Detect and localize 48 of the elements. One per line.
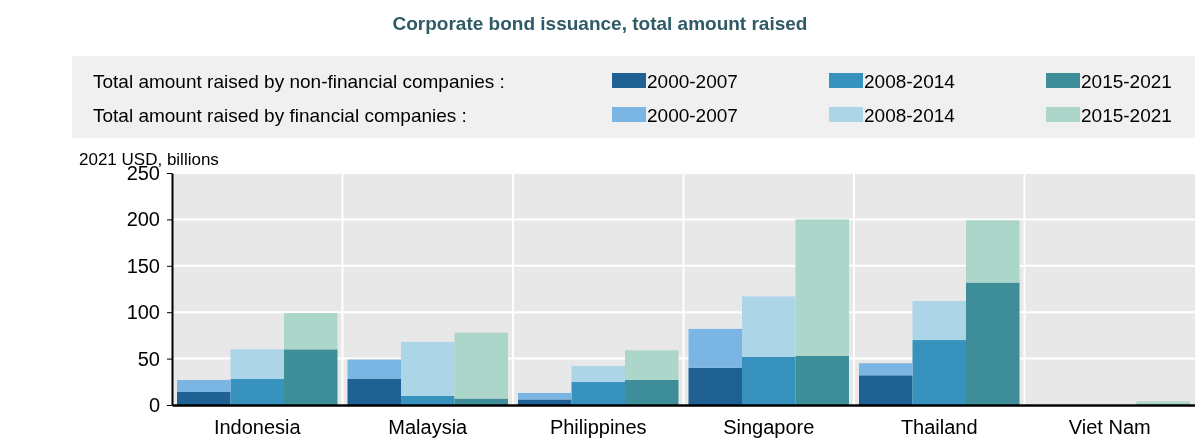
bar xyxy=(795,219,849,356)
text: Total amount raised by financial companies : xyxy=(93,105,467,126)
legend-label: 2000-2007 xyxy=(647,105,738,126)
legend-label: 2008-2014 xyxy=(864,105,956,126)
y-tick-label: 0 xyxy=(148,393,160,416)
bar xyxy=(912,340,966,405)
x-tick-label: Singapore xyxy=(723,416,815,438)
legend-label: 2000-2007 xyxy=(647,71,738,92)
x-tick-label: Indonesia xyxy=(213,416,302,438)
legend-label: 2015-2021 xyxy=(1081,71,1172,92)
legend-label: 2015-2021 xyxy=(1081,105,1172,126)
bar xyxy=(518,399,572,405)
bar xyxy=(625,350,679,380)
bar xyxy=(625,379,679,405)
bar xyxy=(742,296,796,357)
bar xyxy=(177,379,231,393)
bar xyxy=(859,375,913,405)
x-tick-label: Philippines xyxy=(549,416,647,438)
bar xyxy=(230,349,284,380)
bar xyxy=(966,282,1020,405)
y-tick-label: 100 xyxy=(126,301,160,324)
bar xyxy=(688,328,742,368)
x-tick-label: Viet Nam xyxy=(1068,416,1151,438)
text: Total amount raised by non-financial companies : xyxy=(93,71,505,92)
bar xyxy=(284,349,338,405)
bar xyxy=(912,301,966,341)
legend-label: 2008-2014 xyxy=(864,71,956,92)
x-tick-label: Thailand xyxy=(900,416,978,438)
bar xyxy=(518,392,572,400)
bar xyxy=(401,341,455,396)
bar xyxy=(571,381,625,405)
bar xyxy=(454,332,508,399)
y-tick-label: 200 xyxy=(126,208,160,231)
bar xyxy=(571,366,625,382)
bar xyxy=(688,367,742,405)
bar xyxy=(347,359,401,380)
bar xyxy=(742,356,796,405)
bar xyxy=(966,220,1020,283)
bar xyxy=(177,392,231,405)
chart-title: Corporate bond issuance, total amount raised xyxy=(392,13,808,34)
bar xyxy=(284,313,338,350)
y-tick-label: 150 xyxy=(126,254,160,277)
y-tick-label: 50 xyxy=(137,347,160,370)
bar xyxy=(347,379,401,405)
bar xyxy=(795,355,849,405)
bar xyxy=(859,363,913,376)
bar xyxy=(230,379,284,405)
x-tick-label: Malaysia xyxy=(388,416,469,438)
